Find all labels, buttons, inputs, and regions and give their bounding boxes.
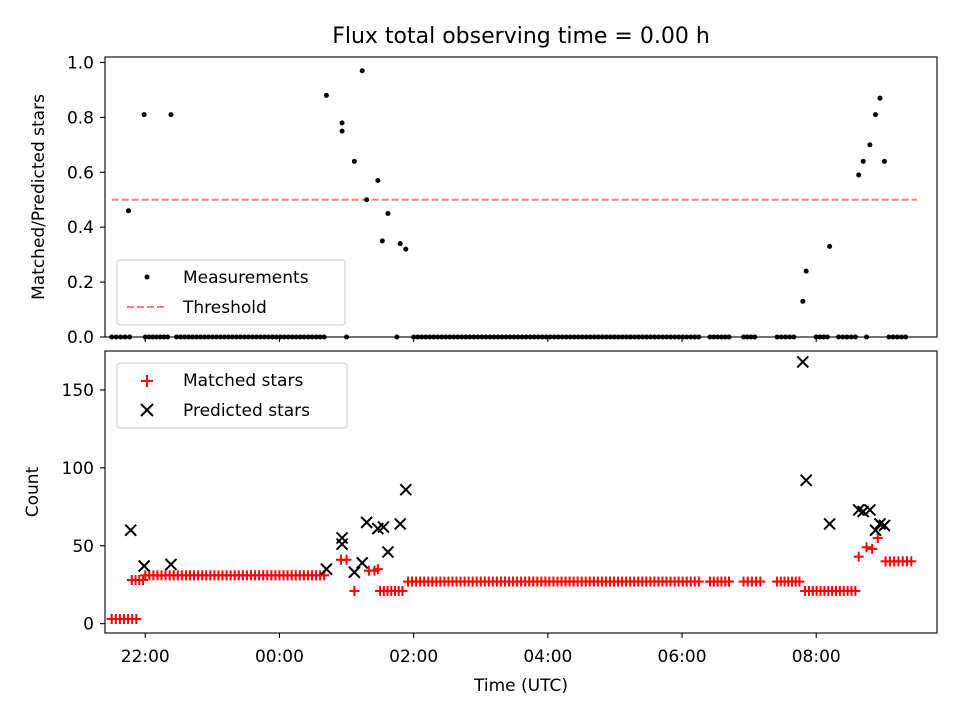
predicted-stars-point: [335, 531, 349, 545]
bottom-x-tick-label: 08:00: [792, 647, 841, 667]
bottom-x-tick-label: 00:00: [255, 647, 304, 667]
top-y-ticks: 0.0 0.2 0.4 0.6 0.8 1.0: [67, 53, 105, 348]
bottom-legend: Matched stars Predicted stars: [116, 362, 348, 429]
measurement-point: [800, 298, 806, 304]
matched-stars-point: [372, 564, 383, 575]
top-panel: 0.0 0.2 0.4 0.6 0.8 1.0 Matched/Predicted sta…: [29, 53, 938, 348]
measurement-point: [867, 142, 873, 148]
bottom-y-axis-label: Count: [23, 466, 43, 517]
predicted-stars-point: [869, 523, 882, 537]
measurement-point: [403, 246, 409, 252]
bottom-y-tick-label: 50: [72, 537, 94, 557]
matched-stars-point: [349, 585, 360, 596]
measurement-point: [856, 172, 862, 178]
predicted-stars-point: [399, 483, 413, 496]
measurement-point: [877, 95, 883, 101]
predicted-stars-point: [335, 537, 349, 551]
measurement-point: [339, 120, 345, 126]
bottom-panel: 0 50 100 150 22:00 00:00 02:00 04:00 06:00 08:00…: [23, 350, 938, 696]
bottom-y-ticks: 0 50 100 150: [62, 381, 105, 635]
predicted-stars-point: [799, 474, 813, 487]
matched-stars-point: [853, 551, 864, 562]
top-y-tick-label: 0.2: [67, 273, 94, 293]
legend-measurements-marker: [144, 274, 150, 280]
matched-stars-point: [850, 585, 861, 596]
matched-stars-point: [872, 532, 883, 543]
matched-stars-point: [867, 543, 878, 554]
predicted-stars-point: [878, 519, 891, 532]
measurement-point: [881, 158, 887, 164]
measurement-point: [860, 158, 866, 164]
predicted-stars-point: [823, 517, 836, 531]
bottom-x-ticks: 22:00 00:00 02:00 04:00 06:00 08:00: [121, 633, 841, 667]
bottom-legend-box: [116, 362, 348, 429]
predicted-stars-point: [381, 545, 395, 559]
matched-stars-point: [693, 576, 704, 587]
bottom-x-tick-label: 22:00: [121, 647, 170, 667]
measurement-point: [827, 243, 833, 249]
bottom-x-tick-label: 06:00: [658, 647, 707, 667]
predicted-stars-point: [394, 517, 407, 531]
bottom-y-tick-label: 100: [62, 459, 94, 479]
measurement-point: [351, 158, 357, 164]
predicted-stars-point: [124, 523, 137, 537]
top-y-tick-label: 0.8: [67, 108, 94, 128]
legend-matched-marker: [141, 375, 153, 387]
matched-stars-point: [138, 575, 149, 586]
bottom-axes-frame: [104, 350, 938, 634]
predicted-stars-point: [348, 566, 361, 579]
top-legend: Measurements Threshold: [116, 259, 346, 326]
bottom-plot-area: [106, 355, 917, 624]
bottom-x-tick-label: 04:00: [523, 647, 572, 667]
measurement-point: [397, 241, 403, 247]
predicted-stars-point: [360, 516, 373, 529]
matched-stars-point: [341, 554, 352, 565]
top-legend-box: [116, 259, 346, 326]
legend-predicted-label: Predicted stars: [183, 401, 310, 421]
top-x-ticks: [144, 337, 817, 342]
bottom-y-tick-label: 150: [62, 381, 94, 401]
matched-stars-point: [131, 613, 142, 624]
measurement-point: [872, 112, 878, 118]
legend-matched-label: Matched stars: [183, 371, 303, 391]
measurement-point: [364, 197, 370, 203]
measurement-point: [379, 238, 385, 244]
top-y-tick-label: 0.0: [67, 328, 94, 348]
measurement-point: [339, 128, 345, 134]
legend-threshold-label: Threshold: [182, 298, 267, 318]
matched-stars-point: [906, 556, 917, 567]
x-axis-label: Time (UTC): [473, 676, 568, 696]
matched-stars-point: [861, 542, 872, 553]
top-y-tick-label: 0.6: [67, 163, 94, 183]
measurement-point: [375, 178, 381, 184]
predicted-stars-point: [320, 562, 333, 576]
predicted-stars-point: [164, 558, 178, 571]
matched-stars-point: [397, 585, 408, 596]
top-y-tick-label: 1.0: [67, 53, 94, 73]
predicted-stars-point: [137, 559, 151, 573]
measurement-point: [385, 210, 391, 216]
measurement-point: [125, 208, 131, 214]
top-y-axis-label: Matched/Predicted stars: [29, 94, 49, 300]
matched-stars-point: [755, 576, 766, 587]
matched-stars-point: [724, 576, 734, 587]
measurement-point: [359, 68, 365, 74]
chart-title: Flux total observing time = 0.00 h: [332, 24, 710, 49]
predicted-stars-point: [796, 355, 810, 369]
bottom-x-tick-label: 02:00: [389, 647, 438, 667]
predicted-stars-point: [355, 556, 369, 570]
legend-measurements-label: Measurements: [183, 268, 309, 288]
top-y-tick-label: 0.4: [67, 218, 94, 238]
top-axes-frame: [104, 56, 938, 338]
predicted-stars-point: [863, 503, 877, 517]
measurement-point: [168, 112, 174, 118]
measurement-point: [141, 112, 147, 118]
measurement-point: [803, 268, 809, 274]
matched-stars-point: [794, 576, 805, 587]
bottom-y-tick-label: 0: [83, 615, 94, 635]
measurement-point: [323, 92, 329, 98]
predicted-stars-point: [377, 520, 390, 534]
legend-predicted-marker: [140, 403, 154, 417]
